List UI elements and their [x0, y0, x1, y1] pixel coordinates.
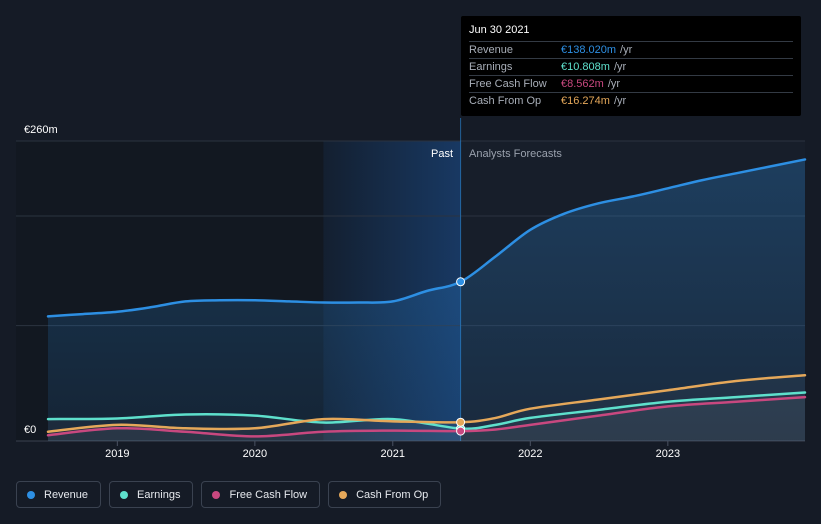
tooltip-series-unit: /yr	[607, 78, 621, 90]
x-tick-label: 2020	[243, 448, 267, 460]
revenue-marker	[456, 277, 466, 287]
tooltip-series-unit: /yr	[613, 95, 627, 107]
legend-label: Free Cash Flow	[229, 488, 308, 501]
x-tick-label: 2023	[656, 448, 680, 460]
x-tick-label: 2021	[381, 448, 405, 460]
revenue-area	[48, 159, 805, 441]
legend-label: Revenue	[44, 488, 89, 501]
tooltip-series-name: Earnings	[469, 61, 513, 73]
tooltip-row: Free Cash Flow €8.562m /yr	[469, 75, 793, 92]
y-axis-top-label: €260m	[24, 124, 58, 136]
tooltip-series-value: €16.274m	[561, 95, 610, 107]
legend-item-free-cash-flow[interactable]: Free Cash Flow	[201, 481, 321, 508]
tooltip-series-unit: /yr	[620, 44, 633, 56]
tooltip-rows: Revenue €138.020m /yr Earnings €10.808m /yr…	[469, 41, 793, 109]
cfo-marker	[456, 417, 466, 427]
legend-item-revenue[interactable]: Revenue	[16, 481, 102, 508]
legend-label: Earnings	[137, 488, 181, 501]
tooltip-row: Revenue €138.020m /yr	[469, 41, 793, 58]
hover-markers	[456, 277, 466, 436]
tooltip-series-unit: /yr	[613, 61, 627, 73]
forecast-label: Analysts Forecasts	[469, 148, 562, 160]
tooltip-series-name: Free Cash Flow	[469, 78, 547, 90]
legend-label: Cash From Op	[356, 488, 429, 501]
x-tick-label: 2019	[105, 448, 129, 460]
legend-item-earnings[interactable]: Earnings	[109, 481, 194, 508]
tooltip-row: Earnings €10.808m /yr	[469, 58, 793, 75]
axis-labels: €260m €0 Past Analysts Forecasts	[24, 124, 562, 436]
legend-dot-icon	[339, 490, 348, 499]
tooltip-series-name: Cash From Op	[469, 95, 542, 107]
tooltip-series-name: Revenue	[469, 44, 514, 56]
tooltip-series-value: €138.020m	[561, 44, 617, 56]
series-areas	[48, 159, 805, 441]
data-tooltip: Jun 30 2021 Revenue €138.020m /yr Earnings…	[461, 16, 801, 116]
past-label: Past	[431, 148, 453, 160]
x-axis-ticks: 2019 2020 2021 2022 2023	[105, 441, 680, 460]
tooltip-series-value: €8.562m	[561, 78, 604, 90]
legend-dot-icon	[27, 490, 35, 499]
y-axis-bottom-label: €0	[24, 424, 36, 436]
legend-dot-icon	[212, 490, 221, 499]
fcf-marker	[456, 426, 466, 436]
tooltip-date: Jun 30 2021	[469, 24, 530, 36]
tooltip-series-value: €10.808m	[561, 61, 610, 73]
tooltip-row: Cash From Op €16.274m /yr	[469, 92, 793, 109]
legend-dot-icon	[120, 490, 129, 499]
chart-legend: Revenue Earnings Free Cash Flow Cash From O…	[16, 481, 442, 508]
x-tick-label: 2022	[518, 448, 542, 460]
revenue-line	[46, 158, 807, 318]
legend-item-cash-from-op[interactable]: Cash From Op	[328, 481, 442, 508]
